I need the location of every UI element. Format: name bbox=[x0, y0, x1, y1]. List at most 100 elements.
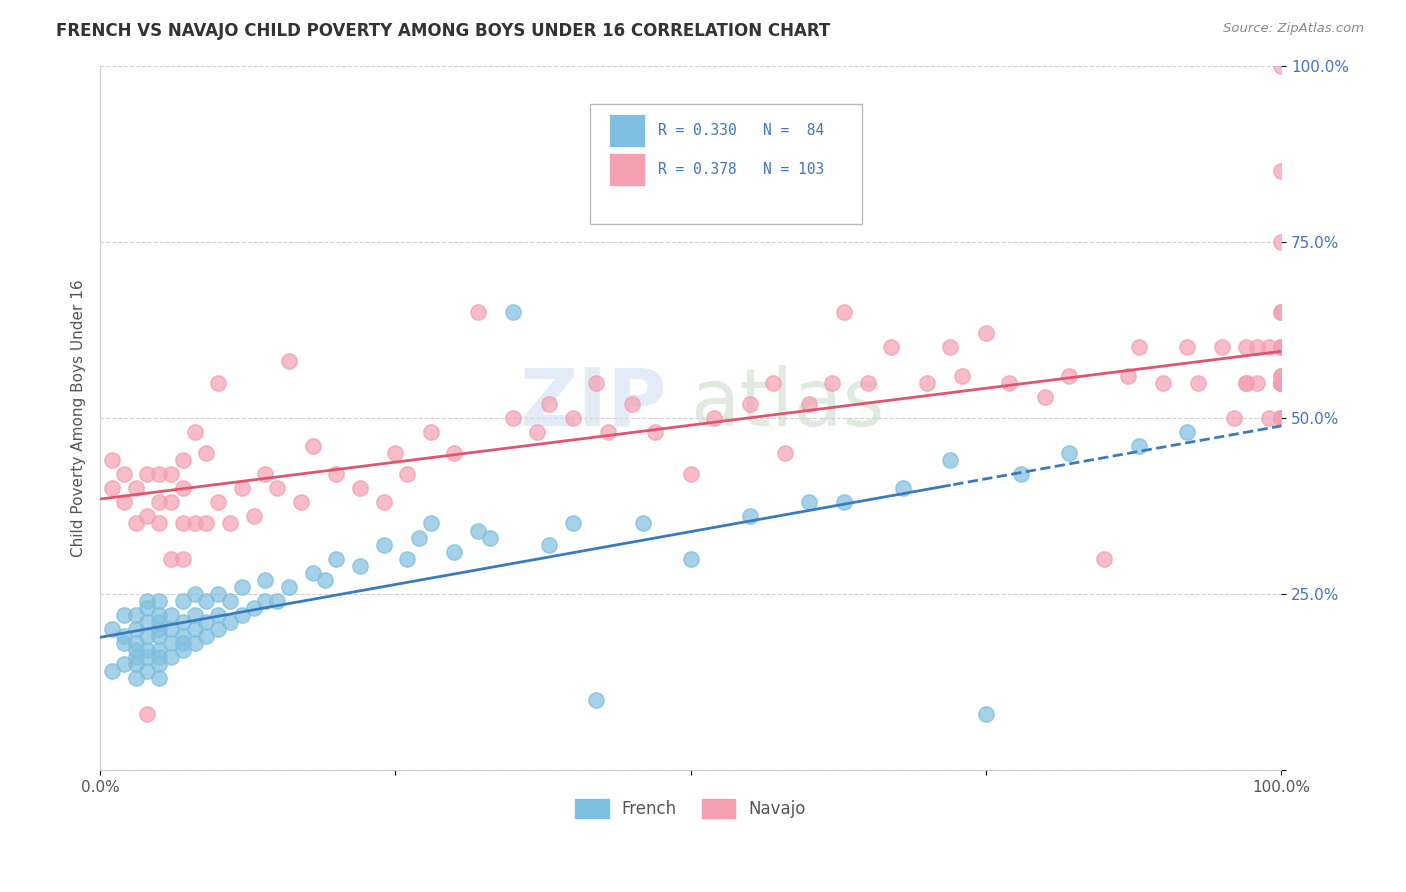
Point bbox=[773, 446, 796, 460]
Point bbox=[172, 643, 194, 657]
Point bbox=[148, 467, 170, 482]
Text: R = 0.378   N = 103: R = 0.378 N = 103 bbox=[658, 162, 824, 177]
Point bbox=[1152, 376, 1174, 390]
Point bbox=[443, 544, 465, 558]
Point bbox=[1270, 340, 1292, 354]
Point bbox=[1246, 376, 1268, 390]
Text: Source: ZipAtlas.com: Source: ZipAtlas.com bbox=[1223, 22, 1364, 36]
Text: FRENCH VS NAVAJO CHILD POVERTY AMONG BOYS UNDER 16 CORRELATION CHART: FRENCH VS NAVAJO CHILD POVERTY AMONG BOY… bbox=[56, 22, 831, 40]
Point bbox=[585, 692, 607, 706]
Point bbox=[974, 326, 997, 341]
Point bbox=[502, 305, 524, 319]
Point bbox=[207, 622, 229, 636]
Point bbox=[207, 607, 229, 622]
Point bbox=[325, 551, 347, 566]
Point bbox=[172, 615, 194, 629]
Point bbox=[738, 509, 761, 524]
Point bbox=[136, 601, 159, 615]
Point bbox=[620, 397, 643, 411]
Point bbox=[396, 467, 419, 482]
Point bbox=[1270, 410, 1292, 425]
Point bbox=[797, 495, 820, 509]
Point bbox=[195, 594, 218, 608]
Point bbox=[1057, 446, 1080, 460]
Point bbox=[1270, 376, 1292, 390]
Point bbox=[478, 531, 501, 545]
Point bbox=[112, 467, 135, 482]
Point bbox=[112, 636, 135, 650]
Point bbox=[172, 453, 194, 467]
Point bbox=[502, 410, 524, 425]
Point bbox=[1187, 376, 1209, 390]
Point bbox=[679, 467, 702, 482]
Point bbox=[1234, 340, 1257, 354]
Text: atlas: atlas bbox=[690, 365, 884, 442]
Point bbox=[207, 495, 229, 509]
Point bbox=[950, 368, 973, 383]
Point bbox=[101, 622, 124, 636]
Point bbox=[561, 516, 583, 531]
Point bbox=[1092, 551, 1115, 566]
Point bbox=[160, 650, 183, 665]
Point bbox=[254, 594, 277, 608]
Point bbox=[1175, 425, 1198, 439]
Point bbox=[939, 340, 962, 354]
Point bbox=[998, 376, 1021, 390]
Point bbox=[231, 607, 253, 622]
Point bbox=[1270, 305, 1292, 319]
Point bbox=[136, 615, 159, 629]
Point bbox=[1258, 410, 1281, 425]
Point bbox=[207, 376, 229, 390]
FancyBboxPatch shape bbox=[591, 104, 862, 224]
Point bbox=[112, 495, 135, 509]
Point bbox=[467, 305, 489, 319]
Point bbox=[762, 376, 785, 390]
Point bbox=[136, 706, 159, 721]
Point bbox=[974, 706, 997, 721]
Point bbox=[325, 467, 347, 482]
Point bbox=[278, 580, 301, 594]
Point bbox=[1270, 376, 1292, 390]
Point bbox=[1033, 390, 1056, 404]
Point bbox=[172, 636, 194, 650]
Point bbox=[148, 516, 170, 531]
Point bbox=[231, 580, 253, 594]
Point bbox=[1116, 368, 1139, 383]
Point bbox=[148, 495, 170, 509]
Point bbox=[301, 439, 323, 453]
Point bbox=[172, 551, 194, 566]
Point bbox=[219, 594, 242, 608]
Point bbox=[160, 622, 183, 636]
Point bbox=[1270, 368, 1292, 383]
Point bbox=[219, 516, 242, 531]
Point bbox=[136, 594, 159, 608]
Point bbox=[526, 425, 548, 439]
Point bbox=[101, 665, 124, 679]
Point bbox=[679, 551, 702, 566]
Point bbox=[101, 481, 124, 495]
Point bbox=[183, 607, 205, 622]
Point bbox=[112, 657, 135, 672]
Point bbox=[1258, 340, 1281, 354]
Point bbox=[148, 650, 170, 665]
Point bbox=[1270, 59, 1292, 73]
Point bbox=[419, 425, 441, 439]
Point bbox=[266, 481, 288, 495]
Point bbox=[633, 516, 655, 531]
Point bbox=[148, 607, 170, 622]
Point bbox=[195, 615, 218, 629]
Point bbox=[1211, 340, 1233, 354]
Point bbox=[1010, 467, 1032, 482]
Point bbox=[101, 453, 124, 467]
Point bbox=[160, 467, 183, 482]
Point bbox=[124, 481, 146, 495]
Point bbox=[1128, 340, 1150, 354]
Point bbox=[1270, 340, 1292, 354]
Point bbox=[1270, 376, 1292, 390]
Point bbox=[136, 629, 159, 643]
Legend: French, Navajo: French, Navajo bbox=[568, 792, 813, 825]
Point bbox=[124, 622, 146, 636]
Point bbox=[396, 551, 419, 566]
Point bbox=[160, 607, 183, 622]
Point bbox=[1270, 410, 1292, 425]
